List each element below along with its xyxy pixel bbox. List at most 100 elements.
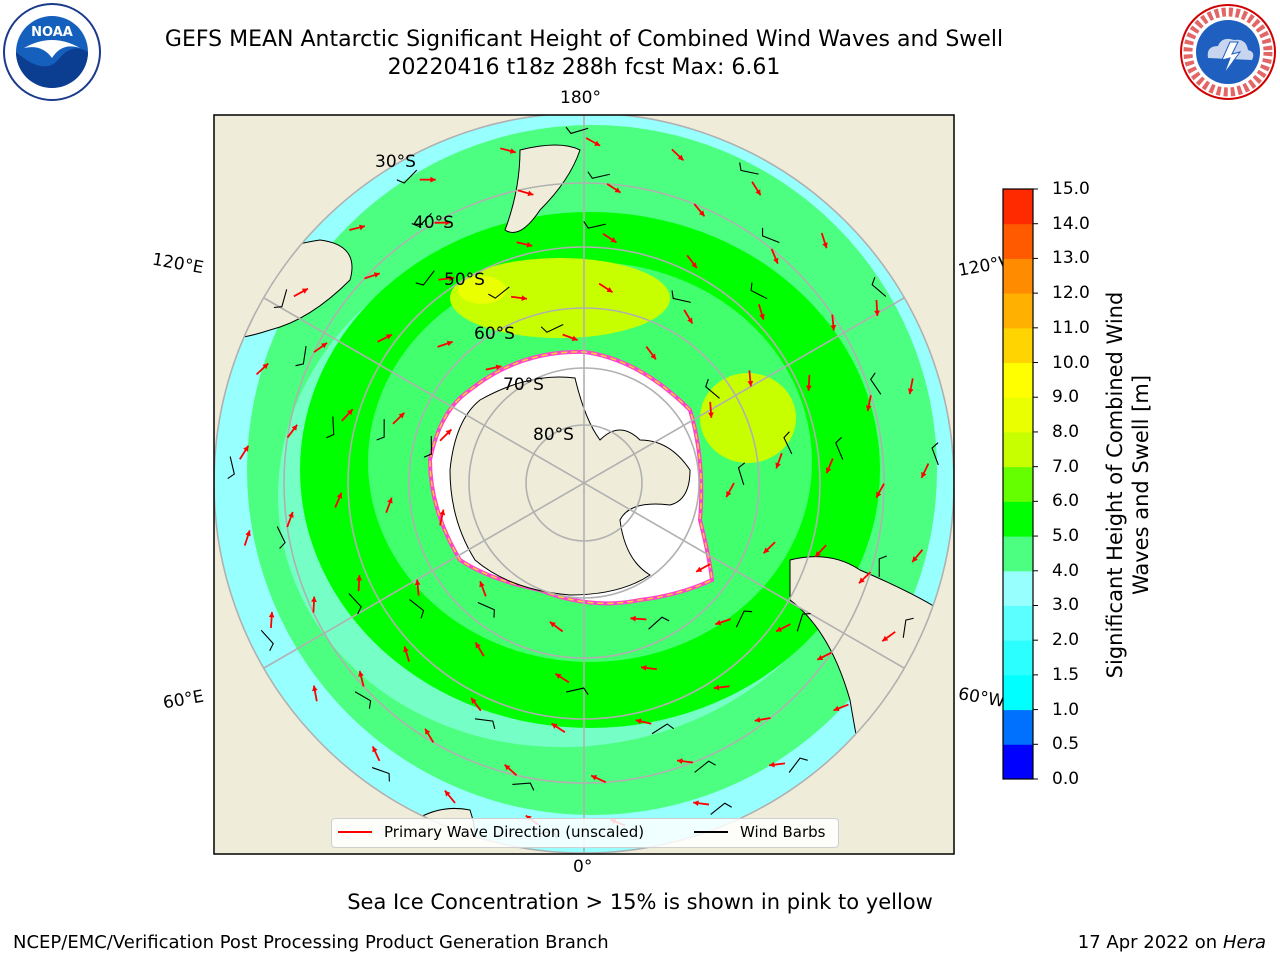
wave-direction-arrowhead xyxy=(805,385,812,391)
colorbar-tick-label: 12.0 xyxy=(1052,283,1090,304)
colorbar-segment xyxy=(1003,570,1033,606)
colorbar-tick-label: 7.0 xyxy=(1052,456,1080,477)
map-frame xyxy=(213,114,955,855)
colorbar-segment xyxy=(1003,362,1033,398)
wave-direction-arrowhead xyxy=(754,716,761,723)
wind-barb xyxy=(705,378,720,399)
wave-direction-legend-label: Primary Wave Direction (unscaled) xyxy=(384,823,645,841)
wave-direction-arrowhead xyxy=(403,646,409,653)
wave-direction-arrowhead xyxy=(448,275,455,282)
chart-title: GEFS MEAN Antarctic Significant Height o… xyxy=(164,27,1004,52)
colorbar-tick-label: 8.0 xyxy=(1052,421,1080,442)
wave-direction-arrowhead xyxy=(630,615,636,622)
wave-direction-arrowhead xyxy=(336,492,343,499)
colorbar-tick-label: 5.0 xyxy=(1052,526,1080,547)
wind-barb xyxy=(276,526,286,549)
wave-direction-arrowhead xyxy=(755,189,761,196)
wave-direction-arrowhead xyxy=(385,334,392,340)
lat-label-30s: 30°S xyxy=(375,152,416,172)
branch-credit: NCEP/EMC/Verification Post Processing Pr… xyxy=(13,932,609,953)
run-date: 17 Apr 2022 on Hera xyxy=(1078,932,1266,953)
colorbar-tick-label: 1.0 xyxy=(1052,699,1080,720)
wind-barb xyxy=(788,757,808,773)
lon-label-180: 180° xyxy=(560,88,601,108)
run-date-text: 17 Apr 2022 on xyxy=(1077,932,1218,953)
wave-direction-arrowhead xyxy=(833,705,840,712)
wave-direction-arrowhead xyxy=(650,353,656,360)
wind-barb xyxy=(671,290,691,303)
wind-barb xyxy=(295,346,307,367)
wave-direction-arrowhead xyxy=(347,409,353,416)
wave-direction-arrowhead xyxy=(312,685,318,692)
wave-direction-arrowhead xyxy=(445,219,451,226)
wind-barb xyxy=(488,286,510,299)
wave-max-north xyxy=(450,258,670,338)
colorbar-segment xyxy=(1003,674,1033,711)
wave-direction-arrowhead xyxy=(606,287,613,293)
wind-barb xyxy=(411,212,432,228)
wave-direction-arrowhead xyxy=(641,665,647,671)
wave-direction-arrowhead xyxy=(555,673,562,679)
colorbar-tick-label: 13.0 xyxy=(1052,248,1090,269)
wave-direction-arrowhead xyxy=(549,621,556,628)
wave-direction-arrowhead xyxy=(471,697,477,704)
wave-direction-arrowhead xyxy=(373,272,380,278)
wave-direction-arrowhead xyxy=(504,764,511,771)
wave-direction-arrowhead xyxy=(759,313,765,320)
wind-barb xyxy=(540,324,564,333)
lat-label-80s: 80°S xyxy=(533,425,574,445)
colorbar-tick-label: 1.5 xyxy=(1052,664,1080,685)
wave-direction-arrowhead xyxy=(262,363,269,370)
colorbar-segment xyxy=(1003,605,1033,641)
wave-direction-arrowhead xyxy=(614,187,621,193)
colorbar-segment xyxy=(1003,640,1033,676)
colorbar-segment xyxy=(1003,258,1033,294)
wind-barb xyxy=(878,555,887,577)
colorbar-segment xyxy=(1003,327,1033,364)
wind-barb xyxy=(871,276,887,297)
colorbar-segment xyxy=(1003,466,1033,502)
wave-direction-arrowhead xyxy=(591,775,598,781)
wave-direction-arrowhead xyxy=(243,445,249,452)
colorbar-tick-label: 6.0 xyxy=(1052,491,1080,512)
wind-barb xyxy=(260,629,274,652)
colorbar-segment xyxy=(1003,189,1033,225)
wind-barb-legend-label: Wind Barbs xyxy=(740,823,826,841)
wave-direction-arrowhead xyxy=(387,497,393,504)
wave-direction-arrowhead xyxy=(301,288,308,294)
colorbar-tick-label: 15.0 xyxy=(1052,179,1090,199)
wind-barb xyxy=(796,613,811,632)
wave-direction-arrowhead xyxy=(495,364,502,371)
wave-direction-arrowhead xyxy=(356,575,363,581)
run-host: Hera xyxy=(1222,932,1266,953)
colorbar-tick-label: 0.5 xyxy=(1052,734,1080,755)
colorbar-tick-label: 3.0 xyxy=(1052,595,1080,616)
wind-barb xyxy=(326,416,335,439)
colorbar-tick-label: 4.0 xyxy=(1052,560,1080,581)
colorbar-tick-label: 11.0 xyxy=(1052,317,1090,338)
wave-direction-arrowhead xyxy=(439,509,446,516)
lat-label-50s: 50°S xyxy=(444,270,485,290)
svg-text:NOAA: NOAA xyxy=(31,25,73,40)
wave-direction-arrowhead xyxy=(444,790,451,797)
wave-direction-arrowhead xyxy=(430,176,436,183)
wave-direction-arrowhead xyxy=(526,241,533,248)
wave-direction-arrowhead xyxy=(815,550,821,557)
wave-direction-arrowhead xyxy=(830,325,837,331)
colorbar-segment xyxy=(1003,536,1033,572)
wind-barb xyxy=(835,436,844,460)
lat-label-60s: 60°S xyxy=(474,324,515,344)
wave-direction-arrowhead xyxy=(521,295,527,301)
wind-barb xyxy=(474,718,496,729)
wind-barb xyxy=(739,162,759,175)
wave-direction-arrowhead xyxy=(288,511,294,518)
wave-direction-arrowhead xyxy=(825,467,832,474)
colorbar-tick-label: 9.0 xyxy=(1052,387,1080,408)
wave-direction-arrowhead xyxy=(822,242,828,249)
wind-barb xyxy=(761,227,780,244)
colorbar-segment xyxy=(1003,431,1033,468)
wave-direction-arrowhead xyxy=(912,556,918,563)
wave-direction-arrowhead xyxy=(696,566,703,572)
wave-direction-arrowhead xyxy=(610,237,617,243)
